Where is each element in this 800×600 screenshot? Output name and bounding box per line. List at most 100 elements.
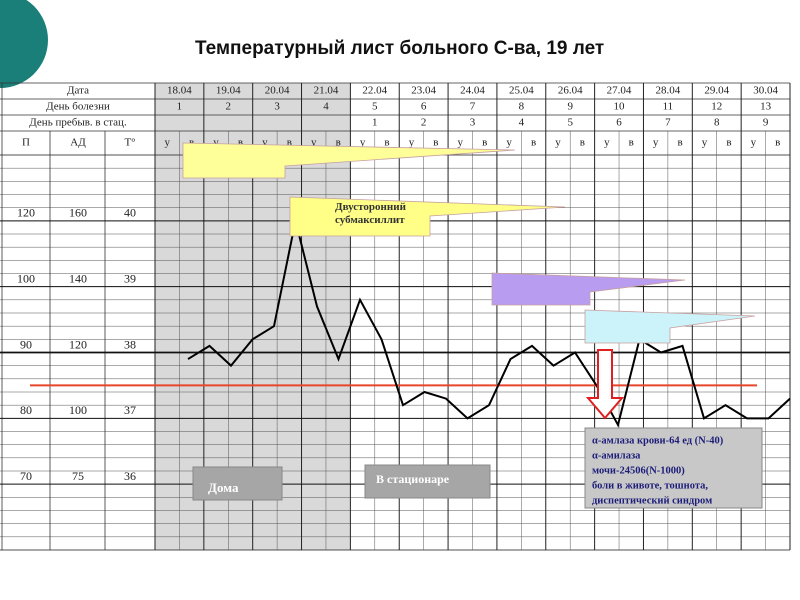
illness-day: 4 (323, 101, 329, 113)
shift-label: в (482, 137, 487, 149)
pulse-tick: 100 (17, 271, 35, 285)
illness-day: 3 (274, 101, 280, 113)
lab-note: α-амлаза крови-64 ед (N-40) (592, 435, 724, 446)
illness-day: 7 (470, 101, 476, 113)
date: 24.04 (460, 85, 485, 97)
callout (584, 309, 756, 344)
date: 18.04 (167, 85, 192, 97)
shift-label: у (311, 137, 317, 149)
annotation-line: субмаксиллит (335, 214, 405, 226)
hospital-day: 6 (616, 117, 622, 129)
date: 29.04 (704, 85, 729, 97)
shift-label: у (164, 137, 170, 149)
annotation: Двусторонний субмаксиллит (335, 201, 407, 226)
lab-note: мочи-24506(N-1000) (592, 465, 685, 476)
hospital-day: 9 (763, 117, 769, 129)
callout (491, 272, 686, 306)
row-label: День болезни (46, 101, 110, 113)
axis-label: Т° (124, 137, 135, 149)
shift-label: у (213, 137, 219, 149)
shift-label: у (409, 137, 415, 149)
illness-day: 5 (372, 101, 378, 113)
shift-label: у (653, 137, 659, 149)
period-box (192, 466, 283, 501)
shift-label: в (384, 137, 389, 149)
bp-tick: 100 (69, 403, 87, 417)
shift-label: у (506, 137, 512, 149)
period-box (364, 464, 491, 499)
shift-label: в (629, 137, 634, 149)
hospital-day: 4 (519, 117, 525, 129)
period-label: Дома (208, 480, 239, 495)
pulse-tick: 120 (17, 206, 35, 220)
decor-circle (0, 0, 48, 88)
title: Температурный лист больного С-ва, 19 лет (195, 38, 605, 59)
lab-note: боли в животе, тошнота, (592, 480, 708, 491)
shift-label: в (238, 137, 243, 149)
hospital-day: 3 (470, 117, 476, 129)
row-label: Дата (67, 85, 89, 97)
illness-day: 12 (711, 101, 722, 113)
shift-label: у (262, 137, 268, 149)
shift-label: у (702, 137, 708, 149)
shift-label: у (604, 137, 610, 149)
bp-tick: 140 (69, 271, 87, 285)
axis-label: П (22, 137, 30, 149)
pulse-tick: 90 (20, 337, 32, 351)
date: 27.04 (607, 85, 632, 97)
illness-day: 10 (614, 101, 626, 113)
date: 30.04 (753, 85, 778, 97)
shift-label: в (189, 137, 194, 149)
row-label: День пребыв. в стац. (29, 117, 127, 129)
illness-day: 9 (567, 101, 573, 113)
shift-label: в (726, 137, 731, 149)
shift-label: в (677, 137, 682, 149)
illness-day: 13 (760, 101, 772, 113)
t-tick: 38 (124, 337, 136, 351)
temperature-line (187, 220, 791, 428)
annotation-line: Двусторонний (335, 201, 407, 213)
shift-label: в (775, 137, 780, 149)
axis-label: АД (70, 137, 86, 149)
period-label: В стационаре (376, 472, 450, 486)
date: 20.04 (265, 85, 290, 97)
date: 19.04 (216, 85, 241, 97)
illness-day: 2 (226, 101, 232, 113)
shift-label: в (287, 137, 292, 149)
date: 23.04 (411, 85, 436, 97)
hospital-day: 1 (372, 117, 378, 129)
illness-day: 6 (421, 101, 427, 113)
date: 25.04 (509, 85, 534, 97)
shift-label: в (336, 137, 341, 149)
shift-label: в (433, 137, 438, 149)
shift-label: у (751, 137, 757, 149)
illness-day: 11 (663, 101, 674, 113)
bp-tick: 120 (69, 337, 87, 351)
shift-label: у (360, 137, 366, 149)
date: 26.04 (558, 85, 583, 97)
hospital-day: 5 (567, 117, 573, 129)
pulse-tick: 80 (20, 403, 32, 417)
date: 21.04 (314, 85, 339, 97)
t-tick: 37 (124, 403, 136, 417)
shift-label: у (458, 137, 464, 149)
shift-label: у (555, 137, 561, 149)
t-tick: 40 (124, 206, 136, 220)
bp-tick: 160 (69, 206, 87, 220)
lab-note: α-амилаза (592, 450, 641, 461)
callout (182, 142, 516, 179)
callout (289, 196, 566, 237)
hospital-day: 2 (421, 117, 427, 129)
date: 22.04 (362, 85, 387, 97)
t-tick: 39 (124, 271, 136, 285)
pulse-tick: 70 (20, 469, 32, 483)
hospital-day: 7 (665, 117, 671, 129)
lab-box (584, 427, 763, 509)
t-tick: 36 (124, 469, 136, 483)
shift-label: в (531, 137, 536, 149)
bp-tick: 75 (72, 469, 84, 483)
illness-day: 1 (177, 101, 183, 113)
shift-label: в (580, 137, 585, 149)
arrow (585, 349, 625, 420)
